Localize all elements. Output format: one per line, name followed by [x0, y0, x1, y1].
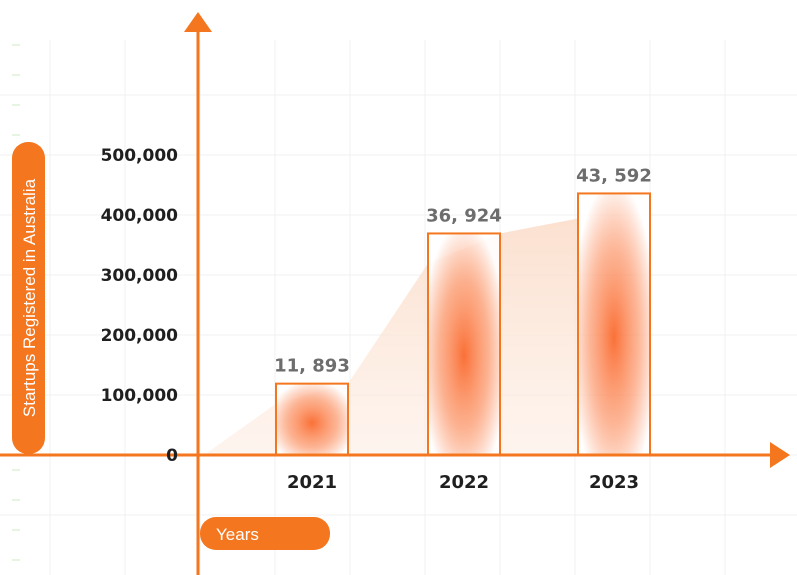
trend-area	[204, 218, 578, 455]
y-axis-title-pill	[12, 142, 45, 454]
y-ticks: 0 100,000 200,000 300,000 400,000 500,000	[101, 146, 179, 466]
y-tick-label: 300,000	[101, 266, 179, 286]
y-axis-title-text: Startups Registered in Australia	[20, 178, 39, 417]
bar-2022	[427, 232, 501, 456]
y-tick-label: 0	[166, 446, 178, 466]
x-tick-label: 2023	[589, 472, 639, 493]
x-tick-label: 2022	[439, 472, 489, 493]
y-tick-label: 100,000	[101, 386, 179, 406]
x-axis-title-text: Years	[216, 525, 259, 544]
y-tick-label: 400,000	[101, 206, 179, 226]
x-axis-title-pill	[200, 517, 330, 550]
data-label: 36, 924	[426, 205, 502, 226]
x-axis-arrow	[770, 442, 790, 468]
bars	[275, 192, 651, 456]
y-tick-label: 200,000	[101, 326, 179, 346]
y-axis-arrow	[184, 12, 212, 32]
bar-2021	[275, 382, 349, 456]
data-labels: 11, 893 36, 924 43, 592	[274, 165, 652, 376]
x-ticks: 2021 2022 2023	[287, 472, 639, 493]
bar-2023	[577, 192, 651, 456]
y-tick-label: 500,000	[101, 146, 179, 166]
x-axis-title: Years	[200, 517, 330, 550]
data-label: 43, 592	[576, 165, 652, 186]
data-label: 11, 893	[274, 356, 350, 377]
axes	[0, 12, 790, 575]
grid	[0, 40, 797, 575]
y-axis-title: Startups Registered in Australia	[12, 142, 45, 454]
x-tick-label: 2021	[287, 472, 337, 493]
